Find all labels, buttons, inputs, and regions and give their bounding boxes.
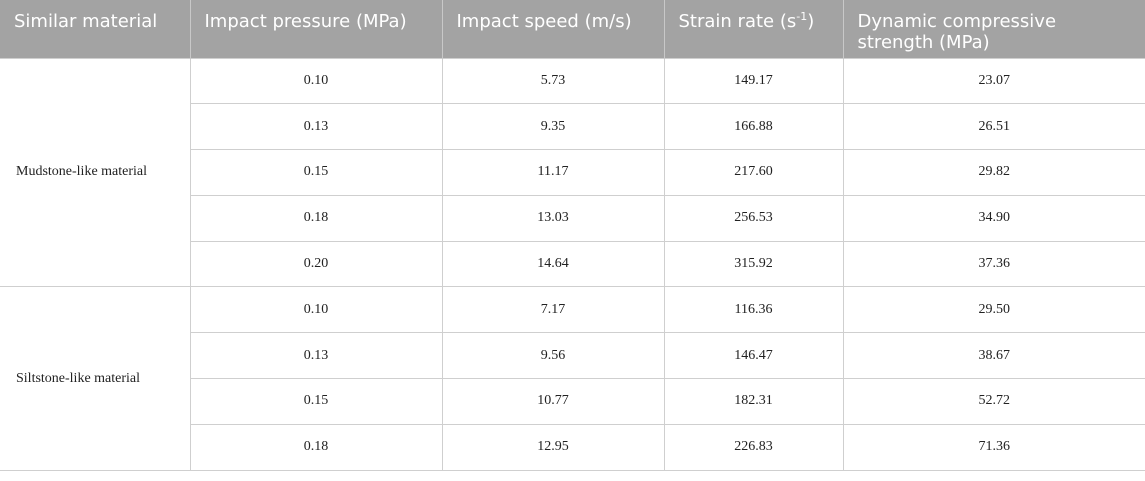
table-row: Mudstone-like material 0.10 5.73 149.17 … (0, 57, 1145, 288)
table-row: Siltstone-like material 0.10 7.17 116.36… (0, 286, 1145, 471)
header-dynamic-compressive-strength: Dynamic compressive strength (MPa) (843, 0, 1145, 58)
table-row: 0.18 12.95 226.83 71.36 (0, 423, 1145, 471)
header-strain-rate-exponent: -1 (796, 10, 808, 23)
pressure-cell: 0.10 (189, 286, 443, 334)
strain-rate-cell: 146.47 (663, 332, 844, 380)
strength-cell: 37.36 (842, 240, 1145, 288)
strain-rate-cell: 226.83 (663, 423, 844, 471)
table-row: 0.13 9.35 166.88 26.51 (0, 103, 1145, 151)
strength-cell: 23.07 (842, 57, 1145, 105)
speed-cell: 7.17 (441, 286, 665, 334)
speed-cell: 13.03 (441, 194, 665, 242)
table-row: 0.15 10.77 182.31 52.72 (0, 378, 1145, 425)
strength-cell: 52.72 (842, 378, 1145, 425)
header-strain-rate-close: ) (807, 11, 815, 32)
pressure-cell: 0.13 (189, 103, 443, 151)
header-impact-speed: Impact speed (m/s) (442, 0, 665, 58)
strain-rate-cell: 182.31 (663, 378, 844, 425)
strain-rate-cell: 149.17 (663, 57, 844, 105)
strain-rate-cell: 315.92 (663, 240, 844, 288)
strength-cell: 29.50 (842, 286, 1145, 334)
strain-rate-cell: 217.60 (663, 149, 844, 196)
data-table: Similar material Impact pressure (MPa) I… (0, 0, 1145, 471)
header-strain-rate: Strain rate (s-1) (664, 0, 844, 58)
pressure-cell: 0.15 (189, 149, 443, 196)
strain-rate-cell: 116.36 (663, 286, 844, 334)
speed-cell: 12.95 (441, 423, 665, 471)
table-row: 0.13 9.56 146.47 38.67 (0, 332, 1145, 380)
pressure-cell: 0.15 (189, 378, 443, 425)
pressure-cell: 0.18 (189, 423, 443, 471)
speed-cell: 11.17 (441, 149, 665, 196)
speed-cell: 9.35 (441, 103, 665, 151)
speed-cell: 10.77 (441, 378, 665, 425)
material-cell: Mudstone-like material (0, 57, 191, 288)
header-row: Similar material Impact pressure (MPa) I… (0, 0, 1145, 58)
strain-rate-cell: 166.88 (663, 103, 844, 151)
pressure-cell: 0.18 (189, 194, 443, 242)
pressure-cell: 0.20 (189, 240, 443, 288)
speed-cell: 5.73 (441, 57, 665, 105)
speed-cell: 14.64 (441, 240, 665, 288)
pressure-cell: 0.10 (189, 57, 443, 105)
strength-cell: 38.67 (842, 332, 1145, 380)
pressure-cell: 0.13 (189, 332, 443, 380)
speed-cell: 9.56 (441, 332, 665, 380)
table-row: 0.20 14.64 315.92 37.36 (0, 240, 1145, 288)
strength-cell: 29.82 (842, 149, 1145, 196)
header-similar-material: Similar material (0, 0, 191, 58)
strain-rate-cell: 256.53 (663, 194, 844, 242)
header-impact-pressure: Impact pressure (MPa) (190, 0, 443, 58)
material-cell: Siltstone-like material (0, 286, 191, 471)
strength-cell: 34.90 (842, 194, 1145, 242)
header-strain-rate-text: Strain rate (s (678, 11, 797, 32)
strength-cell: 71.36 (842, 423, 1145, 471)
strength-cell: 26.51 (842, 103, 1145, 151)
